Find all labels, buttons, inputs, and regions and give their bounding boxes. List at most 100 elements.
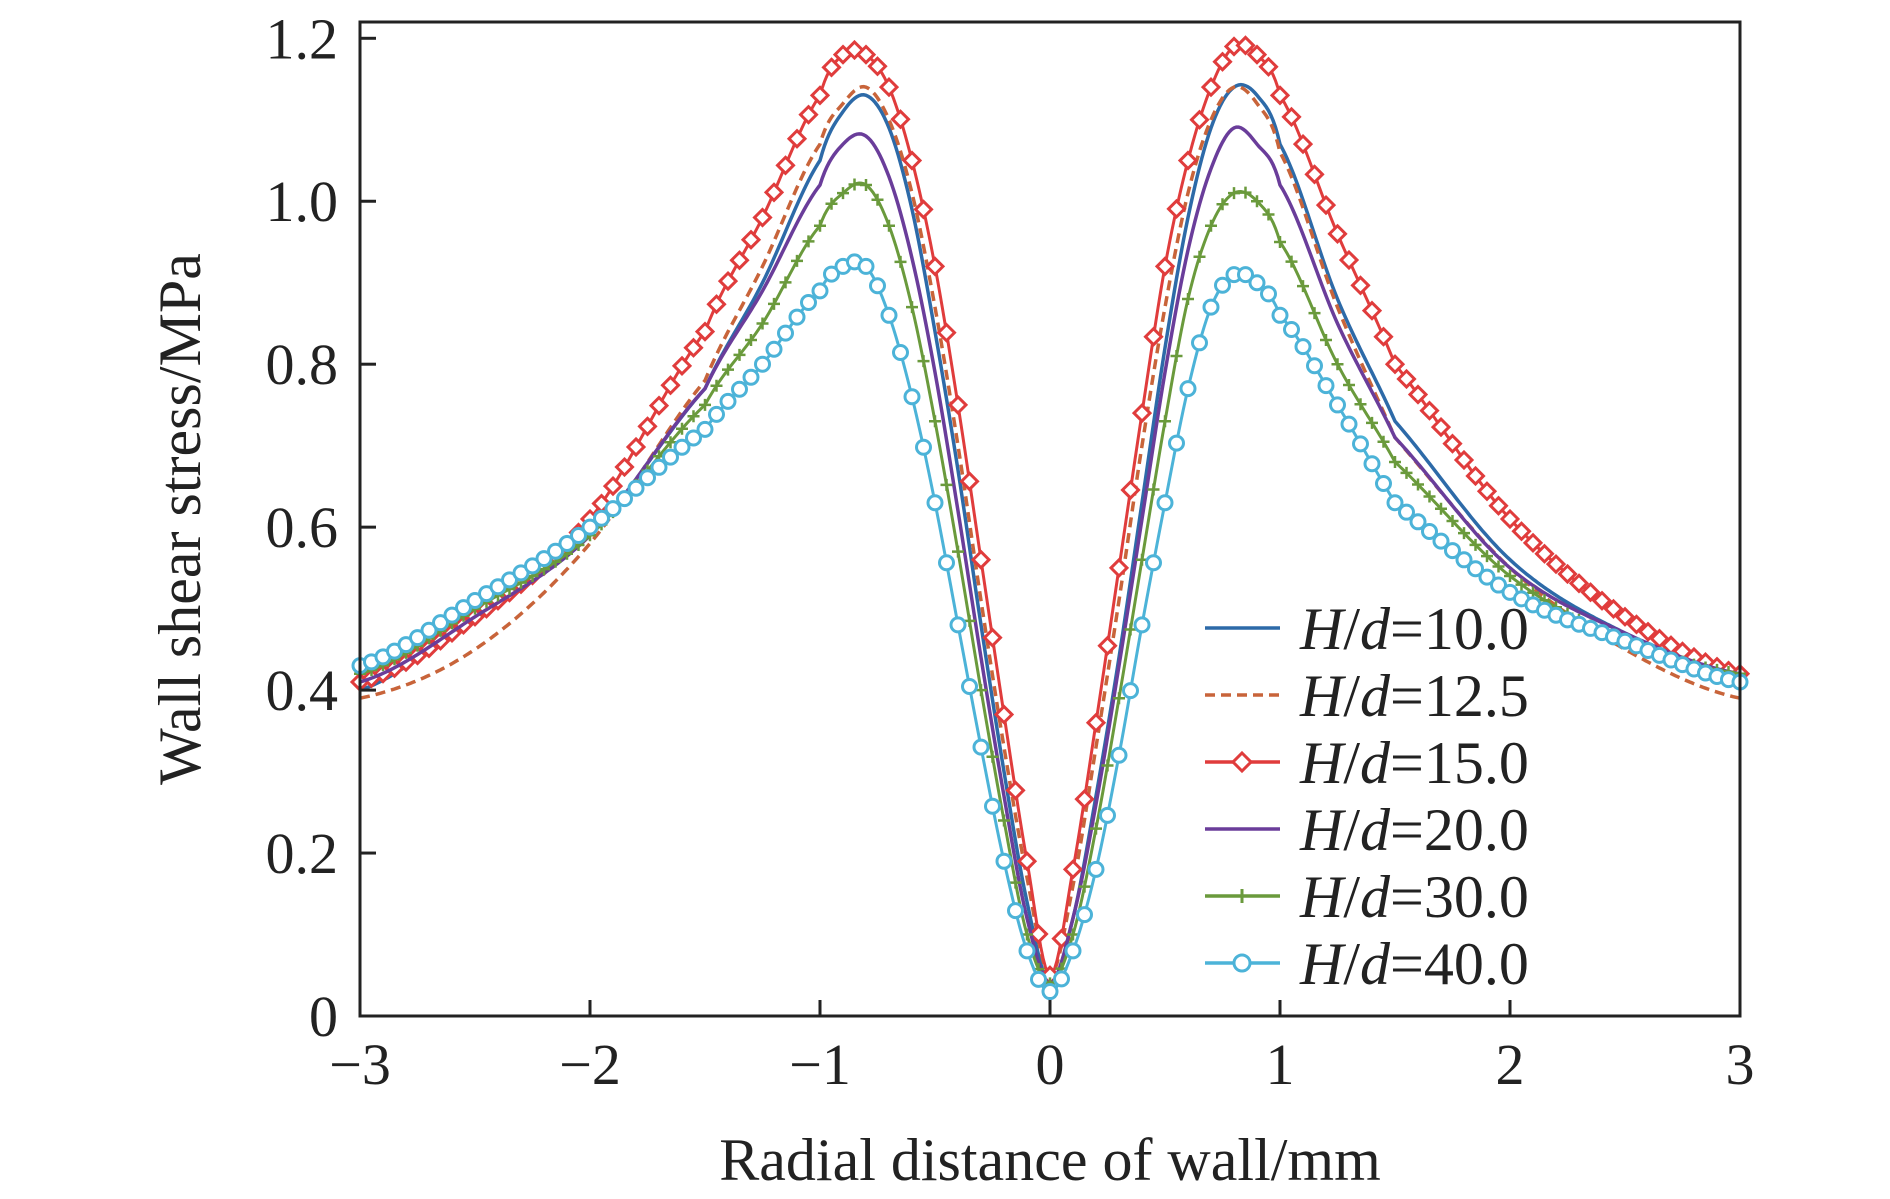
- data-point: [984, 797, 1001, 815]
- data-point: [982, 627, 1003, 648]
- data-point: [1432, 532, 1450, 550]
- data-point: [1430, 416, 1452, 438]
- y-tick-label: 1.0: [266, 169, 339, 234]
- legend-item: H/d=12.5: [1205, 663, 1529, 729]
- data-point: [1400, 466, 1413, 479]
- data-point: [1202, 298, 1220, 316]
- data-point: [1308, 307, 1321, 320]
- data-point: [798, 104, 819, 125]
- legend-marker: [1235, 889, 1249, 903]
- data-point: [1177, 150, 1199, 171]
- data-point: [676, 422, 688, 435]
- data-point: [1018, 942, 1036, 960]
- data-point: [1154, 256, 1176, 277]
- data-point: [1361, 300, 1383, 321]
- data-point: [648, 395, 670, 416]
- series-40-0: [351, 253, 1749, 1001]
- data-point: [1384, 354, 1406, 375]
- data-point: [729, 250, 750, 271]
- data-point: [821, 57, 842, 78]
- data-point: [1444, 542, 1461, 560]
- data-point: [745, 334, 757, 347]
- data-point: [1304, 164, 1325, 185]
- data-point: [938, 554, 955, 572]
- data-point: [1458, 527, 1470, 540]
- data-point: [936, 322, 957, 343]
- data-point: [1412, 478, 1424, 491]
- data-point: [1179, 380, 1197, 398]
- x-tick-label: −2: [559, 1032, 621, 1097]
- series-15-0: [349, 35, 1751, 986]
- data-point: [1317, 377, 1335, 395]
- data-point: [901, 150, 923, 171]
- data-point: [823, 265, 840, 283]
- data-point: [1246, 44, 1268, 65]
- data-point: [731, 380, 748, 398]
- data-point: [791, 254, 803, 267]
- data-point: [1350, 275, 1371, 296]
- data-point: [1108, 557, 1130, 579]
- data-point: [673, 438, 691, 456]
- data-point: [1159, 415, 1171, 428]
- data-point: [1101, 759, 1114, 772]
- data-point: [1511, 521, 1532, 542]
- legend-label: H/d=15.0: [1299, 730, 1529, 796]
- data-point: [1113, 692, 1125, 705]
- data-point: [627, 479, 645, 497]
- data-point: [1145, 554, 1162, 572]
- data-point: [1271, 306, 1289, 324]
- data-point: [1320, 334, 1332, 347]
- data-point: [915, 438, 932, 456]
- data-point: [1338, 249, 1360, 271]
- data-point: [1193, 250, 1206, 263]
- data-point: [717, 270, 739, 292]
- data-point: [1260, 285, 1277, 303]
- data-point: [1189, 109, 1210, 130]
- data-point: [1285, 255, 1298, 268]
- data-point: [1147, 483, 1160, 496]
- data-point: [1580, 582, 1601, 603]
- data-point: [1407, 384, 1429, 405]
- data-point: [1534, 543, 1555, 564]
- x-tick-label: −3: [329, 1032, 391, 1097]
- data-point: [1124, 623, 1137, 636]
- data-point: [1409, 513, 1427, 531]
- data-point: [1557, 563, 1578, 585]
- data-point: [811, 282, 829, 300]
- data-point: [664, 436, 677, 449]
- data-point: [1354, 398, 1367, 411]
- data-point: [558, 535, 576, 553]
- y-axis: 0 0.2 0.4 0.6 0.8 1.0 1.2: [266, 6, 376, 1049]
- data-point: [719, 392, 737, 410]
- data-point: [1182, 293, 1194, 306]
- data-point: [1166, 198, 1187, 220]
- data-point: [972, 738, 990, 756]
- data-point: [1156, 494, 1174, 512]
- legend-label: H/d=30.0: [1299, 864, 1529, 930]
- data-point: [1465, 465, 1486, 487]
- data-point: [685, 429, 702, 447]
- data-point: [860, 178, 872, 191]
- data-point: [765, 340, 783, 358]
- x-tick-label: −1: [789, 1032, 851, 1097]
- data-point: [949, 616, 967, 634]
- data-point: [1110, 746, 1128, 764]
- data-point: [1294, 338, 1312, 356]
- data-point: [1389, 455, 1401, 468]
- data-point: [1076, 906, 1093, 924]
- data-point: [593, 509, 610, 527]
- data-point: [1478, 568, 1496, 586]
- data-point: [1499, 508, 1521, 530]
- y-tick-label: 1.2: [266, 6, 339, 71]
- legend-item: H/d=40.0: [1205, 931, 1529, 997]
- legend-item: H/d=20.0: [1205, 797, 1529, 863]
- data-point: [1016, 851, 1038, 872]
- data-point: [926, 494, 944, 512]
- data-point: [786, 128, 808, 149]
- data-point: [1205, 219, 1217, 232]
- legend-item: H/d=15.0: [1205, 730, 1529, 796]
- data-point: [660, 375, 681, 396]
- data-point: [1099, 806, 1116, 824]
- data-point: [1064, 942, 1082, 960]
